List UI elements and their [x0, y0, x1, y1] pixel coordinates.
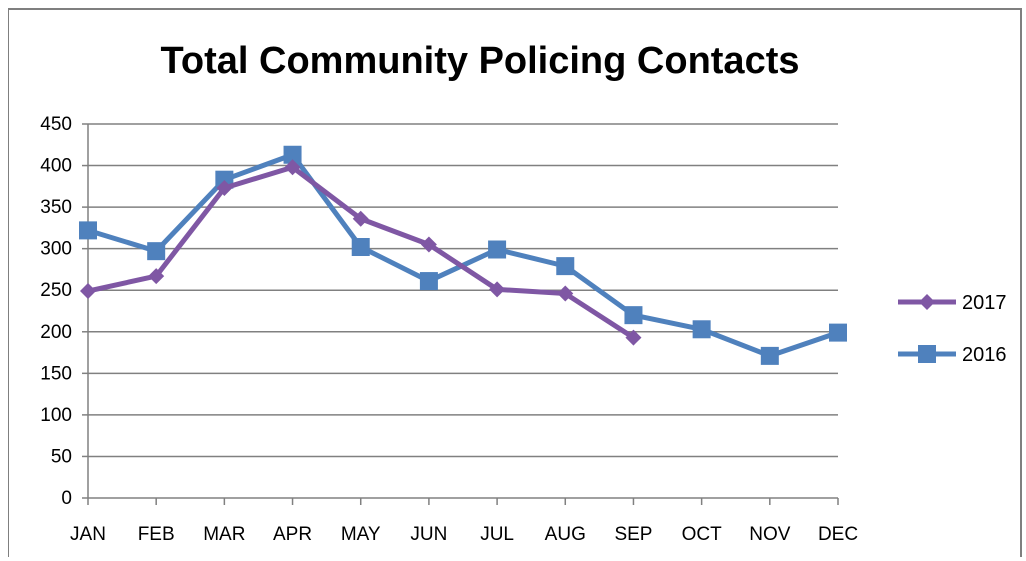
x-tick-label: MAY	[341, 524, 381, 545]
legend: 2017 2016	[898, 292, 1007, 366]
legend-marker	[919, 294, 935, 310]
y-tick-label: 300	[40, 239, 72, 260]
data-point	[79, 221, 97, 240]
series-lines	[79, 145, 847, 365]
x-tick-label: AUG	[545, 524, 586, 545]
y-tick-label: 250	[40, 280, 72, 301]
data-point	[489, 281, 506, 298]
chart-frame	[8, 8, 1022, 557]
y-tick-labels: 0 50 100 150 200 250 300 350 400 450	[40, 114, 72, 509]
legend-label: 2017	[962, 292, 1007, 314]
x-tick-label: JUL	[480, 524, 514, 545]
data-point	[351, 238, 370, 257]
y-tick-label: 150	[40, 363, 72, 384]
data-point	[352, 210, 369, 227]
data-point	[760, 346, 779, 365]
gridlines	[88, 123, 838, 458]
y-tick-label: 400	[40, 156, 72, 177]
data-point	[624, 306, 643, 325]
data-point	[147, 242, 166, 261]
data-point	[556, 257, 575, 276]
data-point	[420, 236, 437, 253]
data-point	[488, 240, 507, 259]
x-tick-label: APR	[273, 524, 312, 545]
data-point	[829, 323, 847, 342]
x-tick-labels: JAN FEB MAR APR MAY JUN JUL AUG SEP OCT NOV DEC	[70, 524, 858, 545]
axes	[82, 123, 839, 505]
series-line-2016	[87, 152, 839, 359]
x-tick-label: FEB	[138, 524, 175, 545]
y-tick-label: 450	[40, 114, 72, 135]
series-2017	[80, 159, 642, 346]
y-tick-label: 50	[51, 446, 72, 467]
x-tick-label: NOV	[749, 524, 791, 545]
data-point	[80, 283, 96, 300]
data-point	[284, 159, 301, 176]
y-tick-label: 200	[40, 322, 72, 343]
chart-title: Total Community Policing Contacts	[160, 40, 800, 82]
x-tick-label: SEP	[614, 524, 652, 545]
x-tick-label: DEC	[818, 524, 858, 545]
data-point	[625, 329, 642, 346]
x-tick-label: JUN	[410, 524, 447, 545]
data-point	[283, 145, 302, 164]
data-point	[216, 179, 233, 196]
data-point	[148, 268, 165, 285]
y-tick-label: 350	[40, 197, 72, 218]
legend-item-2016: 2016	[898, 344, 1007, 366]
legend-marker	[918, 345, 936, 363]
data-point	[692, 320, 711, 339]
x-tick-label: MAR	[203, 524, 245, 545]
x-tick-label: JAN	[70, 524, 106, 545]
data-point	[557, 285, 574, 302]
x-tick-label: OCT	[682, 524, 723, 545]
y-tick-label: 0	[61, 488, 72, 509]
legend-item-2017: 2017	[898, 292, 1007, 314]
y-tick-label: 100	[40, 405, 72, 426]
data-point	[419, 272, 438, 291]
legend-label: 2016	[962, 344, 1007, 366]
